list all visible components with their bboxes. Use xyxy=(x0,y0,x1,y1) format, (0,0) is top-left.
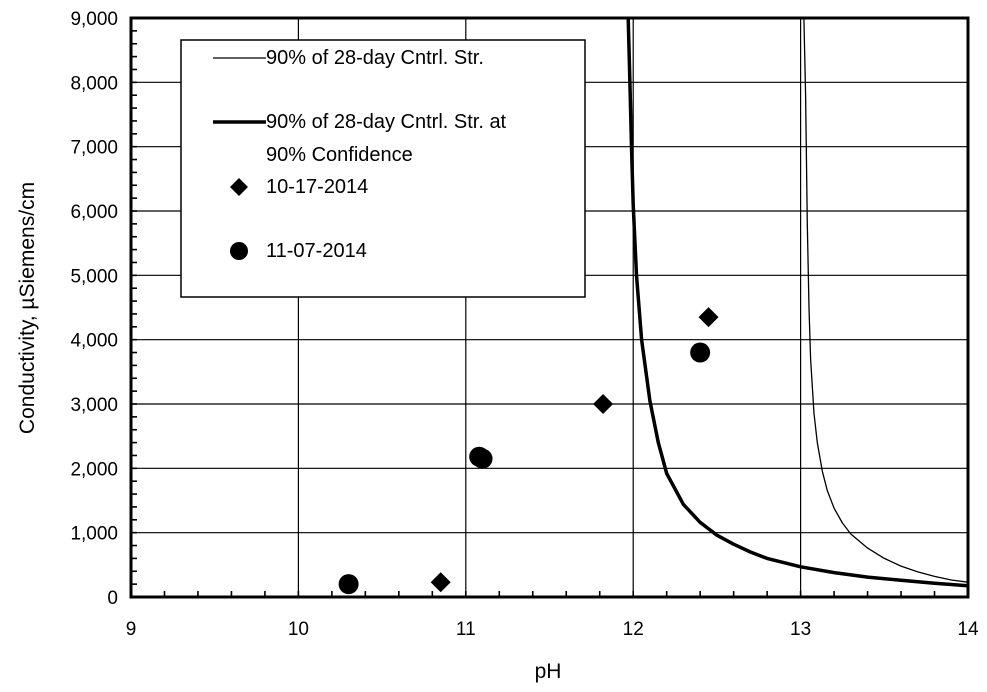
legend-symbol-circle xyxy=(230,242,248,260)
y-tick-label: 9,000 xyxy=(70,9,118,30)
y-tick-label: 1,000 xyxy=(70,524,118,545)
y-tick-label: 2,000 xyxy=(70,459,118,480)
x-tick-label: 14 xyxy=(957,619,979,640)
x-axis-title: pH xyxy=(535,660,562,683)
y-tick-label: 3,000 xyxy=(70,395,118,416)
series-line-thick xyxy=(626,18,968,588)
y-tick-label: 7,000 xyxy=(70,138,118,159)
x-tick-label: 9 xyxy=(126,619,137,640)
legend-label: 90% Confidence xyxy=(266,144,413,166)
legend-symbol-diamond xyxy=(230,178,248,196)
legend-label: 10-17-2014 xyxy=(266,176,368,198)
legend: 90% of 28-day Cntrl. Str. 90% of 28-day C… xyxy=(180,39,586,298)
series-markers xyxy=(338,307,719,595)
legend-label: 90% of 28-day Cntrl. Str. xyxy=(266,47,484,69)
y-tick-label: 4,000 xyxy=(70,331,118,352)
y-tick-label: 0 xyxy=(107,588,118,609)
data-point-circle xyxy=(690,342,711,363)
tick-labels: 9 10 11 12 13 14 0 1,000 2,000 3,000 4,000 5,000 6,0… xyxy=(70,9,979,640)
legend-label: 90% of 28-day Cntrl. Str. at xyxy=(266,111,507,133)
legend-label: 11-07-2014 xyxy=(266,240,367,262)
x-tick-label: 11 xyxy=(456,619,476,640)
series-lines xyxy=(626,18,968,588)
x-tick-label: 10 xyxy=(288,619,309,640)
x-tick-label: 12 xyxy=(623,619,644,640)
data-point-diamond xyxy=(698,307,719,328)
legend-box xyxy=(180,39,586,298)
x-tick-label: 13 xyxy=(790,619,811,640)
y-axis-title: Conductivity, µSiemens/cm xyxy=(16,182,39,434)
y-tick-label: 6,000 xyxy=(70,202,118,223)
series-line-thin xyxy=(803,18,968,583)
plot-frame xyxy=(129,16,970,599)
data-point-circle xyxy=(338,574,359,595)
data-point-diamond xyxy=(593,394,614,414)
y-tick-label: 8,000 xyxy=(70,73,118,94)
y-tick-label: 5,000 xyxy=(70,266,118,287)
data-point-circle xyxy=(472,448,493,469)
data-point-diamond xyxy=(430,572,451,593)
